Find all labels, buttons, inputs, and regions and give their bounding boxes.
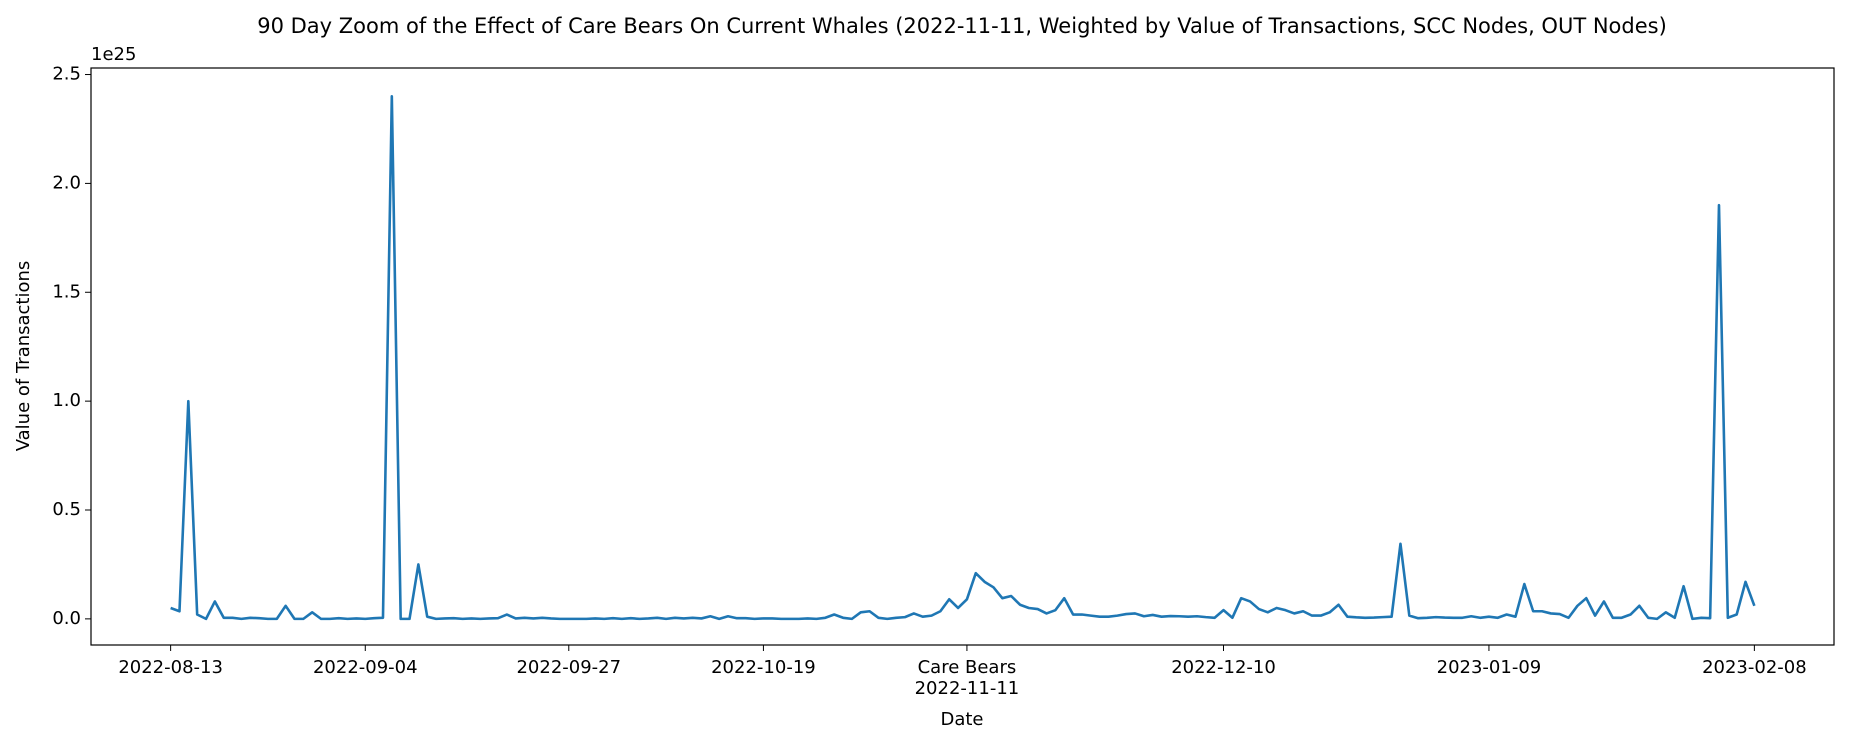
x-tick-label: 2022-11-11 bbox=[915, 678, 1020, 699]
x-axis-label: Date bbox=[940, 709, 983, 730]
chart-title: 90 Day Zoom of the Effect of Care Bears … bbox=[257, 14, 1667, 38]
y-offset-label: 1e25 bbox=[91, 44, 136, 65]
y-tick-label: 1.0 bbox=[52, 390, 81, 411]
y-tick-label: 2.5 bbox=[52, 64, 81, 85]
y-tick-label: 2.0 bbox=[52, 172, 81, 193]
x-tick-label: 2023-02-08 bbox=[1702, 657, 1807, 678]
y-tick-label: 0.5 bbox=[52, 499, 81, 520]
y-tick-label: 0.0 bbox=[52, 608, 81, 629]
x-tick-label: Care Bears bbox=[918, 657, 1017, 678]
x-tick-label: 2023-01-09 bbox=[1437, 657, 1542, 678]
plot-frame bbox=[90, 67, 1835, 646]
x-tick-label: 2022-09-04 bbox=[313, 657, 418, 678]
y-tick-label: 1.5 bbox=[52, 281, 81, 302]
x-tick-label: 2022-08-13 bbox=[118, 657, 223, 678]
x-tick-label: 2022-10-19 bbox=[711, 657, 816, 678]
y-axis-label: Value of Transactions bbox=[13, 261, 34, 452]
x-tick-label: 2022-12-10 bbox=[1171, 657, 1276, 678]
data-line bbox=[170, 95, 1756, 621]
x-tick-label: 2022-09-27 bbox=[516, 657, 621, 678]
